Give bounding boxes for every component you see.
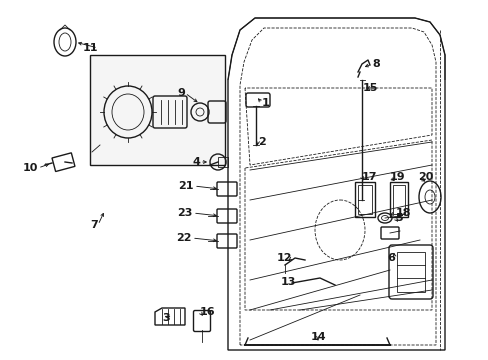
Text: 8: 8 [371, 59, 379, 69]
Text: 16: 16 [200, 307, 215, 317]
Text: 12: 12 [276, 253, 291, 263]
Text: 18: 18 [395, 208, 411, 218]
Text: 7: 7 [90, 220, 98, 230]
Bar [392, 185, 404, 214]
Text: 19: 19 [389, 172, 405, 182]
Text: 14: 14 [309, 332, 325, 342]
Text: 13: 13 [280, 277, 295, 287]
Text: 9: 9 [177, 88, 184, 98]
Text: 4: 4 [192, 157, 200, 167]
Text: 17: 17 [361, 172, 377, 182]
Bar [357, 185, 371, 214]
Text: 3: 3 [162, 313, 170, 323]
Text: 11: 11 [82, 43, 98, 53]
Text: 21: 21 [178, 181, 194, 191]
Bar [389, 182, 407, 217]
Text: 15: 15 [362, 83, 377, 93]
Text: 10: 10 [22, 163, 38, 173]
Text: 23: 23 [177, 208, 193, 218]
Text: 6: 6 [386, 253, 394, 263]
Bar [396, 252, 424, 292]
Text: 1: 1 [262, 98, 269, 108]
Bar [52, 153, 75, 171]
Text: 2: 2 [258, 137, 265, 147]
Bar [90, 55, 224, 165]
Text: 22: 22 [176, 233, 192, 243]
Bar [218, 157, 227, 167]
Text: 5: 5 [394, 213, 402, 223]
Bar [354, 182, 374, 217]
Text: 20: 20 [417, 172, 432, 182]
